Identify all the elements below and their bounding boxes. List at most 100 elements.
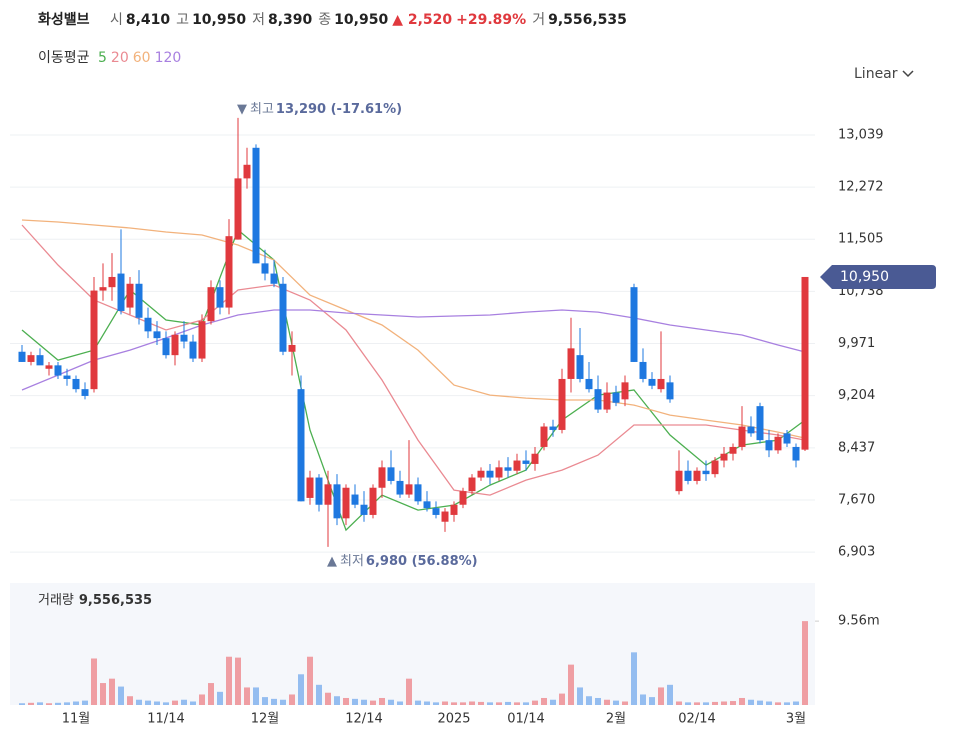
candle-body xyxy=(639,361,647,379)
candle-body xyxy=(387,467,395,481)
volume-label: 거 xyxy=(532,12,546,28)
volume-value: 9,556,535 xyxy=(548,12,627,28)
volume-bar xyxy=(766,701,772,705)
volume-bar xyxy=(748,699,754,705)
x-tick-label: 02/14 xyxy=(678,712,715,727)
candle-body xyxy=(54,365,62,376)
volume-bar xyxy=(586,696,592,705)
candle-body xyxy=(189,341,197,359)
volume-bar xyxy=(541,697,547,705)
candle-body xyxy=(765,440,773,451)
volume-bar xyxy=(271,698,277,705)
volume-bar xyxy=(352,698,358,705)
candle-body xyxy=(522,460,530,464)
candle-body xyxy=(441,511,449,522)
candle-body xyxy=(207,287,215,322)
volume-bar xyxy=(280,699,286,705)
volume-bar xyxy=(307,656,313,705)
candle-body xyxy=(396,480,404,495)
candle-body xyxy=(252,147,260,264)
volume-bar xyxy=(118,686,124,705)
candle-body xyxy=(486,470,494,478)
volume-title-value: 9,556,535 xyxy=(79,593,152,608)
x-tick-label: 3월 xyxy=(786,712,806,727)
legend-entry: 5 xyxy=(97,50,107,66)
volume-bar xyxy=(523,702,529,705)
candle-body xyxy=(405,484,413,495)
y-tick-label: 12,272 xyxy=(838,180,884,195)
candle-body xyxy=(612,392,620,403)
volume-bar xyxy=(190,701,196,705)
scale-dropdown[interactable]: Linear xyxy=(854,66,914,82)
volume-bar xyxy=(793,701,799,705)
candle-body xyxy=(279,283,287,352)
x-tick-label: 12월 xyxy=(251,712,280,727)
candle-body xyxy=(657,378,665,390)
volume-bar xyxy=(712,701,718,705)
volume-bar xyxy=(100,683,106,705)
annotation-value: 6,980 (56.88%) xyxy=(366,553,478,568)
annotation: ▲ 최저 6,980 (56.88%) xyxy=(327,553,478,568)
candle-body xyxy=(801,276,809,450)
chevron[interactable] xyxy=(902,70,914,78)
moving-average-line xyxy=(21,219,806,439)
candle-body xyxy=(297,389,305,502)
scale-label[interactable]: Linear xyxy=(854,66,898,82)
volume-bar xyxy=(325,692,331,705)
volume-bar xyxy=(199,694,205,705)
candle-body xyxy=(45,365,53,369)
volume-bar xyxy=(676,701,682,705)
candle-body xyxy=(324,484,332,505)
y-tick-label: 8,437 xyxy=(838,440,875,455)
volume-bar xyxy=(136,699,142,705)
candle-body xyxy=(36,355,44,366)
volume-bar xyxy=(613,700,619,705)
candle-body xyxy=(135,283,143,318)
candle-body xyxy=(423,501,431,509)
candle-body xyxy=(756,406,764,441)
volume-bar xyxy=(388,699,394,705)
x-tick-label: 2025 xyxy=(437,712,470,727)
volume-bar xyxy=(235,657,241,705)
annotation-label: 최고 xyxy=(250,101,274,116)
volume-bar xyxy=(361,699,367,705)
candle-body xyxy=(747,426,755,434)
volume-bar xyxy=(631,652,637,705)
volume-bar xyxy=(568,664,574,705)
candle-body xyxy=(594,389,602,410)
candle-body xyxy=(621,382,629,400)
candle-body xyxy=(261,263,269,274)
candle-body xyxy=(459,491,467,505)
candle-body xyxy=(171,334,179,356)
volume-bar xyxy=(379,697,385,705)
candle-body xyxy=(531,453,539,464)
candle-body xyxy=(567,348,575,379)
candle-body xyxy=(315,477,323,505)
candle-body xyxy=(306,477,314,498)
header: 화성밸브 시 8,410 고 10,950 저 8,390 종 10,950 ▲ 2,520 +2… xyxy=(38,9,627,29)
candle-body xyxy=(603,392,611,410)
volume-bar xyxy=(514,702,520,705)
volume-bar xyxy=(559,693,565,705)
candle-body xyxy=(585,378,593,390)
volume-bar xyxy=(505,701,511,705)
candle-body xyxy=(549,426,557,430)
candle-body xyxy=(648,378,656,386)
candle-body xyxy=(243,164,251,179)
candle-body xyxy=(342,487,350,519)
candle-body xyxy=(684,470,692,481)
candle-body xyxy=(792,446,800,461)
candle-body xyxy=(333,484,341,519)
change-pct: +29.89% xyxy=(456,12,527,28)
candle-body xyxy=(414,484,422,502)
volume-bar xyxy=(289,694,295,705)
volume-bar xyxy=(667,684,673,705)
candle-body xyxy=(72,378,80,390)
volume-bar xyxy=(478,701,484,705)
volume-bar xyxy=(46,703,52,705)
volume-bar xyxy=(145,700,151,705)
price-label: 종 xyxy=(318,12,332,28)
y-tick-label: 9,971 xyxy=(838,336,875,351)
